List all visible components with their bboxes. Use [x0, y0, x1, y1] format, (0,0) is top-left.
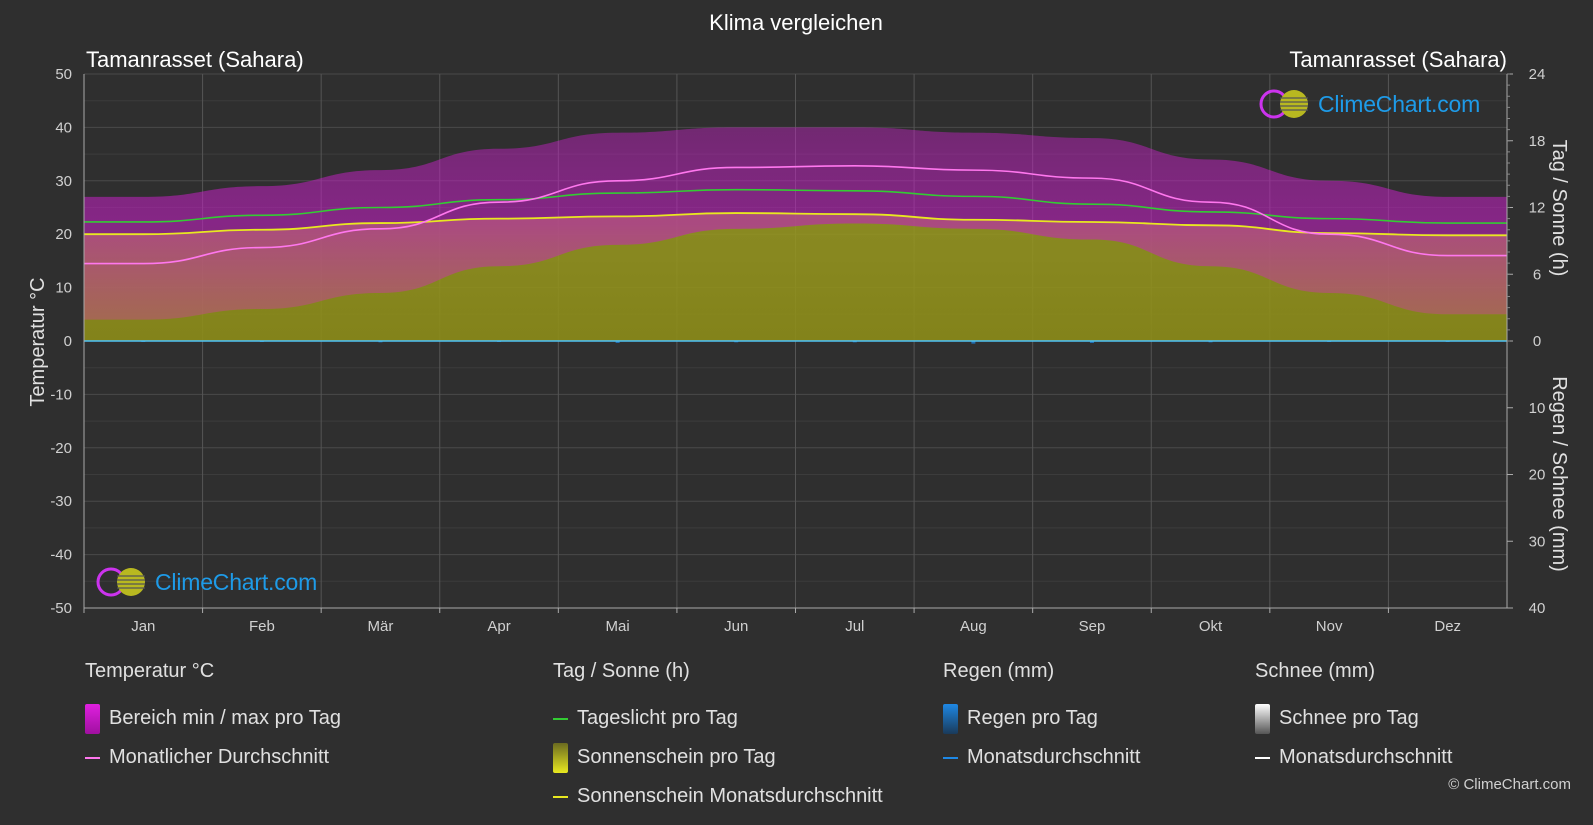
snow-swatch [1255, 703, 1270, 734]
legend-rain-avg: Monatsdurchschnitt [943, 738, 1140, 777]
right-bottom-tick-label: 10 [1529, 400, 1546, 417]
left-tick-label: 20 [55, 226, 72, 243]
month-label: Mär [368, 618, 394, 635]
right-bottom-axis-label: Regen / Schnee (mm) [1548, 376, 1570, 572]
daylight-swatch [553, 717, 568, 720]
rain-swatch [943, 703, 958, 734]
sunshine-swatch [553, 742, 568, 773]
legend-rain-avg-label: Monatsdurchschnitt [967, 746, 1141, 768]
axes: 50 40 30 20 10 0 -10 -20 -30 -40 -50 24 18 12 6 0 10 20 30… [50, 66, 1545, 635]
rain-avg-swatch [943, 756, 958, 759]
legend-sun-title: Tag / Sonne (h) [553, 660, 690, 682]
rain-bar [971, 341, 976, 344]
left-tick-label: 10 [55, 280, 72, 297]
average-lines [84, 165, 1507, 342]
legend-sunshine-avg-label: Sonnenschein Monatsdurchschnitt [577, 785, 883, 807]
month-label: Jul [845, 618, 864, 635]
left-axis-label: Temperatur °C [27, 277, 49, 406]
right-top-tick-label: 18 [1529, 133, 1546, 150]
rain-bar [1089, 341, 1094, 344]
legend: Temperatur °C Bereich min / max pro Tag … [0, 660, 1593, 820]
temperature-range-area [84, 127, 1507, 320]
legend-snow-day-label: Schnee pro Tag [1279, 707, 1419, 729]
legend-temp-range-label: Bereich min / max pro Tag [109, 707, 341, 729]
legend-snow-title: Schnee (mm) [1255, 660, 1376, 682]
temp-avg-line [84, 165, 1507, 265]
right-top-tick-label: 24 [1529, 66, 1546, 83]
left-tick-label: -10 [50, 386, 72, 403]
left-tick-label: 50 [55, 66, 72, 83]
legend-snow-day: Schnee pro Tag [1255, 699, 1452, 738]
right-bottom-tick-label: 20 [1529, 467, 1546, 484]
left-tick-label: 0 [64, 333, 72, 350]
left-tick-label: -40 [50, 547, 72, 564]
legend-daylight-label: Tageslicht pro Tag [577, 707, 738, 729]
temp-range-fill [84, 127, 1507, 320]
legend-rain-day: Regen pro Tag [943, 699, 1140, 738]
legend-snow-avg: Monatsdurchschnitt [1255, 738, 1452, 777]
month-label: Aug [960, 618, 987, 635]
climate-chart: 50 40 30 20 10 0 -10 -20 -30 -40 -50 24 18 12 6 0 10 20 30… [27, 10, 1570, 635]
rain-bar [615, 341, 620, 344]
watermark-top: ClimeChart.com [1258, 88, 1480, 120]
watermark-text: ClimeChart.com [1318, 90, 1481, 117]
legend-rain: Regen (mm) Regen pro Tag Monatsdurchschn… [943, 660, 1140, 777]
left-tick-label: 40 [55, 119, 72, 136]
legend-sunshine: Sonnenschein pro Tag [553, 738, 883, 777]
climechart-logo-icon [1259, 89, 1308, 119]
location-left: Tamanrasset (Sahara) [86, 47, 304, 72]
watermark-text: ClimeChart.com [155, 568, 318, 595]
legend-sunshine-label: Sonnenschein pro Tag [577, 746, 776, 768]
legend-sunshine-avg: Sonnenschein Monatsdurchschnitt [553, 777, 883, 816]
left-tick-label: -20 [50, 440, 72, 457]
right-top-axis-label: Tag / Sonne (h) [1548, 140, 1570, 277]
temp-avg-swatch [85, 756, 100, 759]
month-label: Sep [1079, 618, 1106, 635]
legend-rain-day-label: Regen pro Tag [967, 707, 1098, 729]
right-top-tick-label: 12 [1529, 200, 1546, 217]
month-label: Mai [606, 618, 630, 635]
snow-avg-swatch [1255, 756, 1270, 759]
month-label: Dez [1434, 618, 1461, 635]
legend-temperature: Temperatur °C Bereich min / max pro Tag … [85, 660, 341, 777]
month-label: Nov [1316, 618, 1343, 635]
right-bottom-tick-label: 30 [1529, 533, 1546, 550]
legend-rain-title: Regen (mm) [943, 660, 1055, 682]
climechart-logo-icon [96, 567, 145, 597]
left-tick-label: -50 [50, 600, 72, 617]
month-label: Apr [487, 618, 510, 635]
legend-snow: Schnee (mm) Schnee pro Tag Monatsdurchsc… [1255, 660, 1452, 777]
legend-snow-avg-label: Monatsdurchschnitt [1279, 746, 1453, 768]
location-right: Tamanrasset (Sahara) [1289, 47, 1507, 72]
daylight-line [84, 188, 1507, 224]
legend-temp-avg: Monatlicher Durchschnitt [85, 738, 341, 777]
watermark-bottom: ClimeChart.com [95, 566, 317, 598]
month-label: Jun [724, 618, 748, 635]
legend-temp-range: Bereich min / max pro Tag [85, 699, 341, 738]
right-top-tick-label: 6 [1533, 266, 1541, 283]
sunshine-avg-line [84, 212, 1507, 237]
legend-daylight: Tageslicht pro Tag [553, 699, 883, 738]
temp-range-swatch [85, 703, 100, 734]
month-label: Jan [131, 618, 155, 635]
sunshine-avg-swatch [553, 795, 568, 798]
legend-temp-avg-label: Monatlicher Durchschnitt [109, 746, 330, 768]
right-top-tick-label: 0 [1533, 333, 1541, 350]
month-label: Okt [1199, 618, 1223, 635]
chart-title: Klima vergleichen [709, 10, 883, 35]
legend-temperature-title: Temperatur °C [85, 660, 215, 682]
left-tick-label: 30 [55, 173, 72, 190]
month-label: Feb [249, 618, 275, 635]
copyright: © ClimeChart.com [1448, 776, 1571, 793]
left-tick-label: -30 [50, 493, 72, 510]
legend-sun: Tag / Sonne (h) Tageslicht pro Tag Sonne… [553, 660, 883, 816]
right-bottom-tick-label: 40 [1529, 600, 1546, 617]
